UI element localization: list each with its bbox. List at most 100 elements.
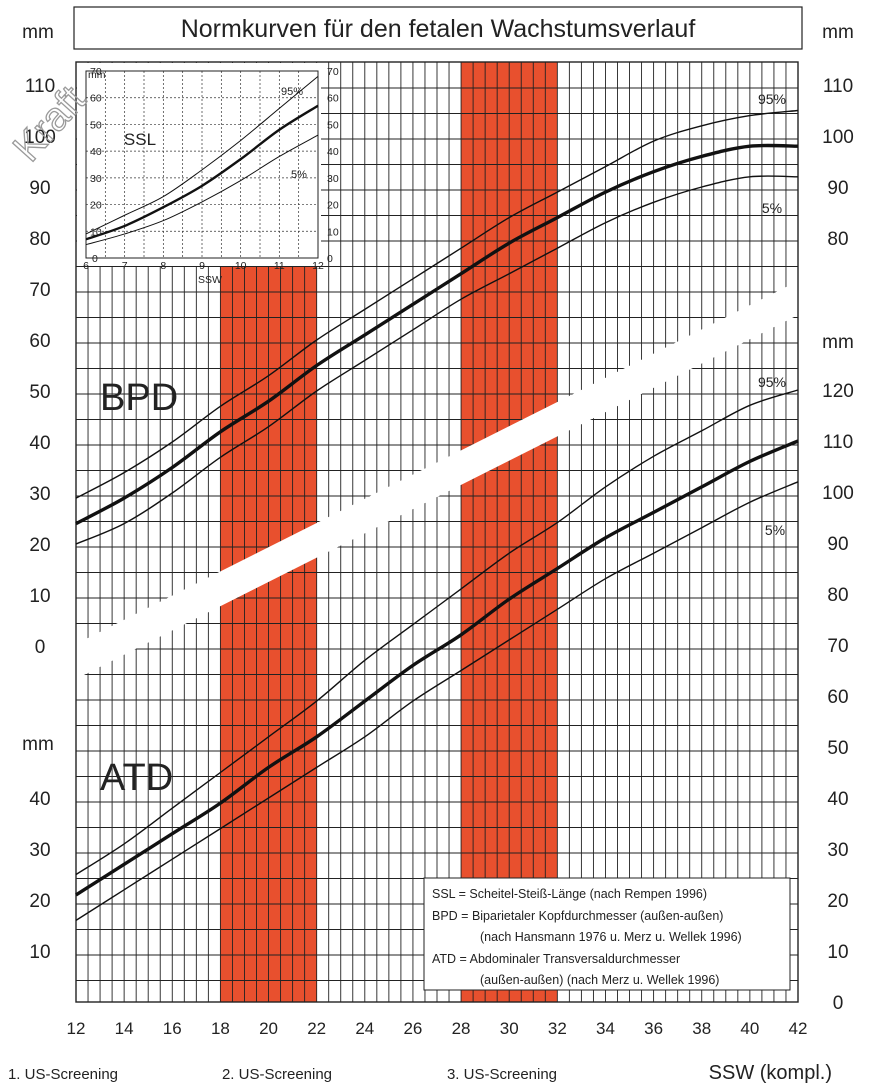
inset-95-label: 95% [281,86,303,98]
plot-frame [75,61,799,1003]
inset-y-tick-label: 30 [90,173,102,185]
inset-5-label: 5% [291,169,307,181]
atd-right-tick-label: 120 [822,381,854,402]
inset-x-tick-label: 12 [312,260,324,272]
inset-x-tick-label: 8 [160,260,166,272]
atd-curve-95 [75,389,799,876]
legend: SSL = Scheitel-Steiß-Länge (nach Rempen … [423,877,791,991]
x-tick-label: 38 [692,1019,711,1038]
legend-line-ssl: SSL = Scheitel-Steiß-Länge (nach Rempen … [432,887,707,901]
x-tick-label: 26 [403,1019,422,1038]
bpd-left-tick-label: 60 [29,331,50,352]
atd-right-tick-label: 20 [827,891,848,912]
bpd-label: BPD [100,377,178,419]
bpd-left-tick-label: 80 [29,229,50,250]
atd-right-tick-label: 100 [822,483,854,504]
inset-y-tick-label: 40 [90,146,102,158]
atd-left-unit-label: mm [22,734,54,755]
legend-box [423,877,791,991]
bpd-right-tick-label: 90 [827,178,848,199]
bpd-left-tick-label: 70 [29,280,50,301]
bpd-left-tick-label: 110 [25,76,55,97]
x-tick-label: 34 [596,1019,615,1038]
atd-right-tick-label: 70 [827,636,848,657]
bpd-left-tick-label: 40 [29,433,50,454]
atd-right-tick-label: 110 [823,432,853,453]
x-tick-label: 42 [789,1019,808,1038]
inset-y-tick-label-right: 0 [327,253,333,265]
inset-x-tick-label: 6 [83,260,89,272]
x-tick-label: 32 [548,1019,567,1038]
left-unit-label: mm [22,22,54,43]
percentile-curves [75,109,799,921]
bpd-95-label: 95% [758,91,786,107]
inset-y-tick-label-right: 40 [327,146,339,158]
bpd-right-tick-label: 100 [822,127,854,148]
inset-y-tick-label-right: 70 [327,66,339,78]
inset-y-tick-label-right: 10 [327,226,339,238]
atd-95-label: 95% [758,374,786,390]
x-tick-label: 40 [740,1019,759,1038]
atd-curve-5 [75,481,799,921]
divider-band [74,278,804,680]
atd-right-tick-label: 60 [827,687,848,708]
atd-left-tick-label: 20 [29,891,50,912]
inset-y-tick-label: 70 [90,66,102,78]
atd-5-label: 5% [765,522,785,538]
x-tick-label: 24 [355,1019,374,1038]
bpd-left-tick-label: 0 [35,637,46,658]
x-tick-label: 28 [452,1019,471,1038]
inset-y-tick-label: 60 [90,93,102,105]
right-unit-label: mm [822,22,854,43]
legend-line-atd: ATD = Abdominaler Transversaldurchmesser [432,952,680,966]
atd-curve-50 [75,439,799,897]
screening-3-label: 3. US-Screening [447,1066,557,1083]
ssl-curve-95 [85,75,319,235]
inset-y-tick-label-right: 20 [327,200,339,212]
bpd-right-tick-label: 80 [827,229,848,250]
inset-y-tick-label: 20 [90,200,102,212]
inset-x-tick-label: 11 [274,260,285,272]
inset-y-tick-label-right: 30 [327,173,339,185]
inset-title: SSL [124,130,156,149]
legend-line-atd-source: (außen-außen) (nach Merz u. Wellek 1996) [480,973,719,987]
inset-panel [77,63,321,266]
bpd-curve-5 [75,175,799,545]
bpd-left-tick-label: 90 [29,178,50,199]
legend-line-bpd-source: (nach Hansmann 1976 u. Merz u. Wellek 19… [480,930,742,944]
screening-2-label: 2. US-Screening [222,1066,332,1083]
atd-right-tick-label: 80 [827,585,848,606]
screening-1-label: 1. US-Screening [8,1066,118,1083]
ssl-curve-50 [85,104,319,241]
x-axis-title: SSW (kompl.) [709,1062,832,1084]
inset-y-tick-label: 0 [92,253,98,265]
atd-left-tick-label: 10 [29,942,50,963]
inset-y-tick-label-right: 50 [327,119,339,131]
inset-y-tick-label: 50 [90,119,102,131]
inset-x-axis-title: SSW [198,274,222,286]
bpd-curve-95 [75,109,799,499]
ssl-inset: 0 0 10 10 20 20 30 30 40 40 50 50 60 60 70 70 6 7 8 9 10 11 12… [77,63,339,286]
bpd-curve-50 [75,143,799,526]
bpd-right-tick-label: 110 [823,76,853,97]
legend-line-bpd: BPD = Biparietaler Kopfdurchmesser (auße… [432,909,723,923]
atd-label: ATD [100,757,173,799]
atd-left-tick-label: 30 [29,840,50,861]
x-tick-label: 16 [163,1019,182,1038]
bpd-left-tick-label: 10 [29,586,50,607]
inset-x-tick-label: 9 [199,260,205,272]
axis-labels: 12 14 16 18 20 22 24 26 28 30 32 34 36 38 40 4211010090… [22,76,854,1038]
inset-x-tick-label: 10 [235,260,247,272]
x-tick-label: 30 [500,1019,519,1038]
ssl-curve-5 [85,134,319,246]
chart-title: Normkurven für den fetalen Wachstumsverl… [181,15,696,43]
atd-right-tick-label: 0 [833,993,844,1014]
x-tick-label: 20 [259,1019,278,1038]
x-tick-label: 36 [644,1019,663,1038]
x-tick-label: 22 [307,1019,326,1038]
atd-right-tick-label: 40 [827,789,848,810]
bpd-left-tick-label: 100 [24,127,56,148]
atd-right-tick-label: 90 [827,534,848,555]
bpd-left-tick-label: 50 [29,382,50,403]
